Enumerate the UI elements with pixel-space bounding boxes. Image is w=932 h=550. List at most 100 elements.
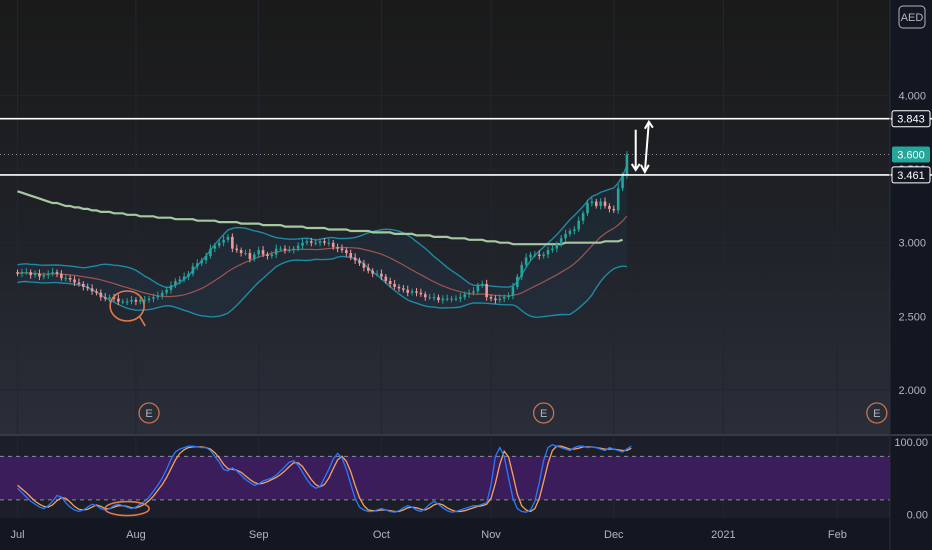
candle xyxy=(156,295,160,298)
candle xyxy=(60,273,63,279)
candle xyxy=(577,220,581,230)
candle xyxy=(358,260,361,264)
candle xyxy=(16,272,19,274)
price-tag-label: 3.461 xyxy=(897,170,925,182)
candle xyxy=(454,298,458,300)
candle xyxy=(82,283,85,287)
candle xyxy=(437,297,440,301)
time-tick-label: Dec xyxy=(604,529,624,541)
candle xyxy=(485,283,488,298)
candle xyxy=(51,272,54,274)
candle xyxy=(384,276,388,281)
time-axis-background xyxy=(0,518,890,550)
time-tick-label: Jul xyxy=(11,529,25,541)
candle xyxy=(55,272,59,274)
candle xyxy=(397,286,401,289)
candle xyxy=(625,154,629,176)
candle xyxy=(191,266,195,274)
candle xyxy=(112,297,116,299)
candle xyxy=(542,254,545,256)
candle xyxy=(472,291,475,293)
candle xyxy=(270,254,274,256)
candle xyxy=(586,203,589,214)
range-arrows[interactable] xyxy=(630,119,654,174)
candle xyxy=(480,283,484,286)
candle xyxy=(533,254,537,256)
candle xyxy=(599,201,602,206)
candle xyxy=(29,272,32,276)
candle xyxy=(165,289,168,293)
candle xyxy=(494,298,497,301)
candle xyxy=(603,201,607,206)
candle xyxy=(450,298,453,300)
candle xyxy=(209,248,212,256)
candle xyxy=(33,273,37,276)
ma200-line xyxy=(17,190,623,246)
candle xyxy=(489,297,493,299)
candle xyxy=(182,276,186,280)
candle xyxy=(125,301,129,303)
earnings-marker-label: E xyxy=(540,408,547,420)
candle xyxy=(169,285,173,290)
candle xyxy=(222,239,225,243)
candle xyxy=(226,236,230,240)
candle xyxy=(516,276,519,287)
candle xyxy=(327,242,331,244)
price-tag: 3.600 xyxy=(892,146,930,163)
candle xyxy=(559,238,563,245)
stochastic-circle-annotation[interactable] xyxy=(104,500,150,517)
circle-annotation[interactable] xyxy=(109,290,145,322)
candle xyxy=(42,275,46,277)
time-tick-label: Sep xyxy=(249,529,269,541)
candle xyxy=(551,248,554,251)
currency-badge[interactable]: AED xyxy=(898,5,926,29)
earnings-marker[interactable]: E xyxy=(138,402,160,424)
candle xyxy=(239,250,243,254)
candle xyxy=(279,248,282,250)
candle xyxy=(318,241,322,243)
main-pane-background xyxy=(0,0,890,434)
candle xyxy=(476,285,480,292)
candle xyxy=(134,300,138,302)
candle xyxy=(174,280,177,286)
candle xyxy=(432,297,436,299)
candle xyxy=(77,282,81,284)
time-tick-label: Feb xyxy=(828,529,847,541)
candle xyxy=(375,273,379,275)
candle xyxy=(555,244,559,249)
candle xyxy=(380,273,383,277)
candle xyxy=(415,291,418,293)
stochastic-tick-label: 100.00 xyxy=(894,437,928,449)
candle xyxy=(231,236,234,249)
candle xyxy=(99,292,103,298)
candle xyxy=(121,301,125,303)
price-tick-label: 2.000 xyxy=(898,385,926,397)
candle xyxy=(524,257,528,265)
candle xyxy=(406,289,410,293)
earnings-marker[interactable]: E xyxy=(532,402,555,424)
candle xyxy=(366,267,370,271)
candle xyxy=(423,294,427,298)
earnings-marker[interactable]: E xyxy=(866,402,888,424)
candle xyxy=(616,188,620,211)
price-tag: 3.461 xyxy=(891,166,931,184)
candle xyxy=(520,264,524,277)
time-tick-label: Nov xyxy=(481,529,501,541)
candle xyxy=(301,242,304,246)
candle xyxy=(546,250,550,255)
currency-label: AED xyxy=(901,12,924,24)
candle xyxy=(498,298,502,301)
time-tick-label: Oct xyxy=(373,529,390,541)
candle xyxy=(235,248,239,251)
candle xyxy=(511,286,515,296)
candle xyxy=(103,297,107,299)
candle xyxy=(590,201,594,204)
candle xyxy=(257,250,260,255)
candle xyxy=(204,255,208,261)
bollinger-basis-line xyxy=(17,215,628,298)
candle xyxy=(309,241,313,243)
candle xyxy=(507,295,510,298)
price-tick-label: 4.000 xyxy=(898,91,926,103)
annotations: 3.843 3.600 3.461 E E E xyxy=(0,110,932,517)
